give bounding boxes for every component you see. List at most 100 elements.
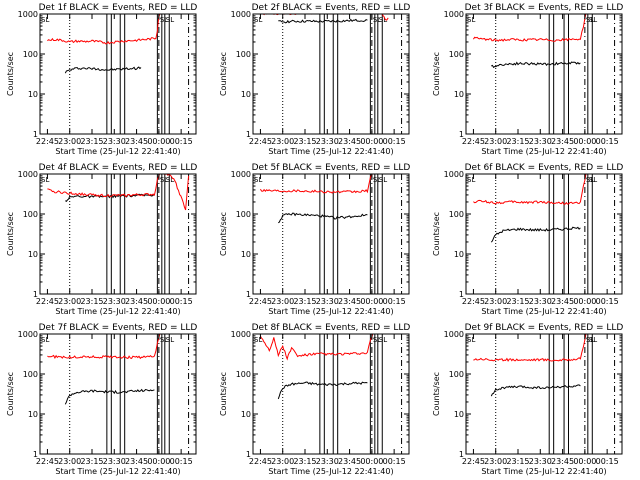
chart-title: Det 1f BLACK = Events, RED = LLD bbox=[39, 3, 198, 13]
y-tick-label: 1 bbox=[459, 450, 464, 459]
chart-title: Det 3f BLACK = Events, RED = LLD bbox=[465, 3, 624, 13]
lld-series-line bbox=[259, 174, 373, 194]
x-tick-label: 23:00 bbox=[271, 297, 294, 306]
x-tick-label: 23:00 bbox=[484, 297, 507, 306]
plot-frame bbox=[39, 13, 197, 135]
x-tick-label: 23:30 bbox=[529, 297, 552, 306]
events-series-line bbox=[491, 61, 581, 69]
events-series-line bbox=[65, 193, 155, 202]
x-tick-label: 23:15 bbox=[293, 297, 316, 306]
y-tick-label: 10 bbox=[28, 410, 38, 419]
lld-series-line bbox=[473, 334, 587, 362]
x-tick-label: 00:00 bbox=[147, 137, 170, 146]
y-axis-label: Counts/sec bbox=[219, 52, 228, 96]
chart-title: Det 5f BLACK = Events, RED = LLD bbox=[252, 163, 411, 173]
chart-title: Det 2f BLACK = Events, RED = LLD bbox=[252, 3, 411, 13]
flag-label: SL bbox=[41, 176, 49, 184]
x-tick-label: 23:30 bbox=[529, 137, 552, 146]
y-tick-label: 1000 bbox=[444, 330, 464, 339]
flag-label: SL bbox=[254, 176, 262, 184]
y-tick-label: 1 bbox=[246, 130, 251, 139]
y-tick-label: 10 bbox=[241, 90, 251, 99]
x-axis-label: Start Time (25-Jul-12 22:41:40) bbox=[55, 307, 180, 316]
y-tick-label: 1 bbox=[246, 450, 251, 459]
flag-label: SL bbox=[373, 176, 381, 184]
flag-label: SL bbox=[467, 176, 475, 184]
x-tick-label: 00:00 bbox=[573, 457, 596, 466]
x-tick-label: 22:45 bbox=[462, 457, 485, 466]
x-tick-label: 22:45 bbox=[249, 297, 272, 306]
events-series-line bbox=[64, 66, 142, 74]
plot-frame bbox=[252, 13, 410, 135]
events-series-line bbox=[277, 381, 368, 400]
y-tick-label: 1 bbox=[33, 290, 38, 299]
y-axis-label: Counts/sec bbox=[219, 372, 228, 416]
events-series-line bbox=[490, 384, 581, 397]
x-axis-label: Start Time (25-Jul-12 22:41:40) bbox=[268, 147, 393, 156]
flag-label: SL bbox=[160, 16, 168, 24]
x-tick-label: 23:15 bbox=[293, 457, 316, 466]
x-tick-label: 23:00 bbox=[484, 457, 507, 466]
x-tick-label: 00:15 bbox=[383, 137, 406, 146]
y-tick-label: 10 bbox=[241, 410, 251, 419]
flag-label: SL bbox=[254, 336, 262, 344]
y-tick-label: 10 bbox=[28, 90, 38, 99]
y-axis-label: Counts/sec bbox=[6, 52, 15, 96]
x-tick-label: 23:15 bbox=[293, 137, 316, 146]
flag-label: SL bbox=[379, 16, 387, 24]
chart-panel-2: Det 2f BLACK = Events, RED = LLDSLSLSL11… bbox=[219, 3, 411, 156]
events-series-line bbox=[278, 18, 368, 24]
flag-label: SL bbox=[166, 16, 174, 24]
y-tick-label: 1000 bbox=[444, 170, 464, 179]
y-tick-label: 1000 bbox=[444, 10, 464, 19]
flag-label: SL bbox=[589, 16, 597, 24]
x-tick-label: 23:30 bbox=[103, 457, 126, 466]
chart-panel-5: Det 5f BLACK = Events, RED = LLDSLSLSL11… bbox=[219, 163, 410, 316]
x-tick-label: 23:00 bbox=[271, 137, 294, 146]
x-tick-label: 00:00 bbox=[147, 297, 170, 306]
plot-frame bbox=[39, 173, 197, 295]
y-tick-label: 10 bbox=[28, 250, 38, 259]
x-tick-label: 23:00 bbox=[58, 297, 81, 306]
events-series-line bbox=[278, 212, 368, 224]
chart-title: Det 8f BLACK = Events, RED = LLD bbox=[252, 323, 411, 333]
flag-label: SL bbox=[254, 16, 262, 24]
x-axis-label: Start Time (25-Jul-12 22:41:40) bbox=[481, 147, 606, 156]
flag-label: SL bbox=[160, 176, 168, 184]
plot-frame bbox=[465, 333, 623, 455]
x-tick-label: 00:15 bbox=[596, 457, 619, 466]
x-tick-label: 23:45 bbox=[125, 297, 148, 306]
events-series-line bbox=[490, 226, 581, 243]
x-tick-label: 23:15 bbox=[80, 137, 103, 146]
flag-label: SL bbox=[373, 336, 381, 344]
x-tick-label: 00:00 bbox=[147, 457, 170, 466]
y-tick-label: 1000 bbox=[18, 10, 38, 19]
x-axis-label: Start Time (25-Jul-12 22:41:40) bbox=[55, 467, 180, 476]
flag-label: SL bbox=[41, 336, 49, 344]
x-tick-label: 23:45 bbox=[551, 137, 574, 146]
x-tick-label: 00:15 bbox=[596, 137, 619, 146]
chart-panel-8: Det 8f BLACK = Events, RED = LLDSLSLSL11… bbox=[219, 323, 410, 476]
flag-label: SL bbox=[586, 336, 594, 344]
flag-label: SL bbox=[467, 16, 475, 24]
lld-series-line bbox=[473, 174, 587, 205]
y-axis-label: Counts/sec bbox=[432, 52, 441, 96]
y-tick-label: 1 bbox=[246, 290, 251, 299]
flag-label: SL bbox=[41, 16, 49, 24]
y-tick-label: 100 bbox=[449, 210, 464, 219]
chart-panel-4: Det 4f BLACK = Events, RED = LLDSLSLSL11… bbox=[6, 163, 197, 316]
x-tick-label: 23:30 bbox=[103, 297, 126, 306]
y-axis-label: Counts/sec bbox=[6, 372, 15, 416]
plot-frame bbox=[252, 333, 410, 455]
y-tick-label: 1 bbox=[459, 290, 464, 299]
x-tick-label: 00:00 bbox=[573, 297, 596, 306]
x-tick-label: 23:30 bbox=[316, 297, 339, 306]
y-tick-label: 100 bbox=[449, 370, 464, 379]
y-axis-label: Counts/sec bbox=[432, 372, 441, 416]
flag-label: SL bbox=[379, 336, 387, 344]
y-tick-label: 100 bbox=[23, 210, 38, 219]
y-tick-label: 1 bbox=[459, 130, 464, 139]
lld-series-line bbox=[259, 334, 374, 361]
x-tick-label: 23:45 bbox=[338, 297, 361, 306]
x-tick-label: 22:45 bbox=[36, 297, 59, 306]
